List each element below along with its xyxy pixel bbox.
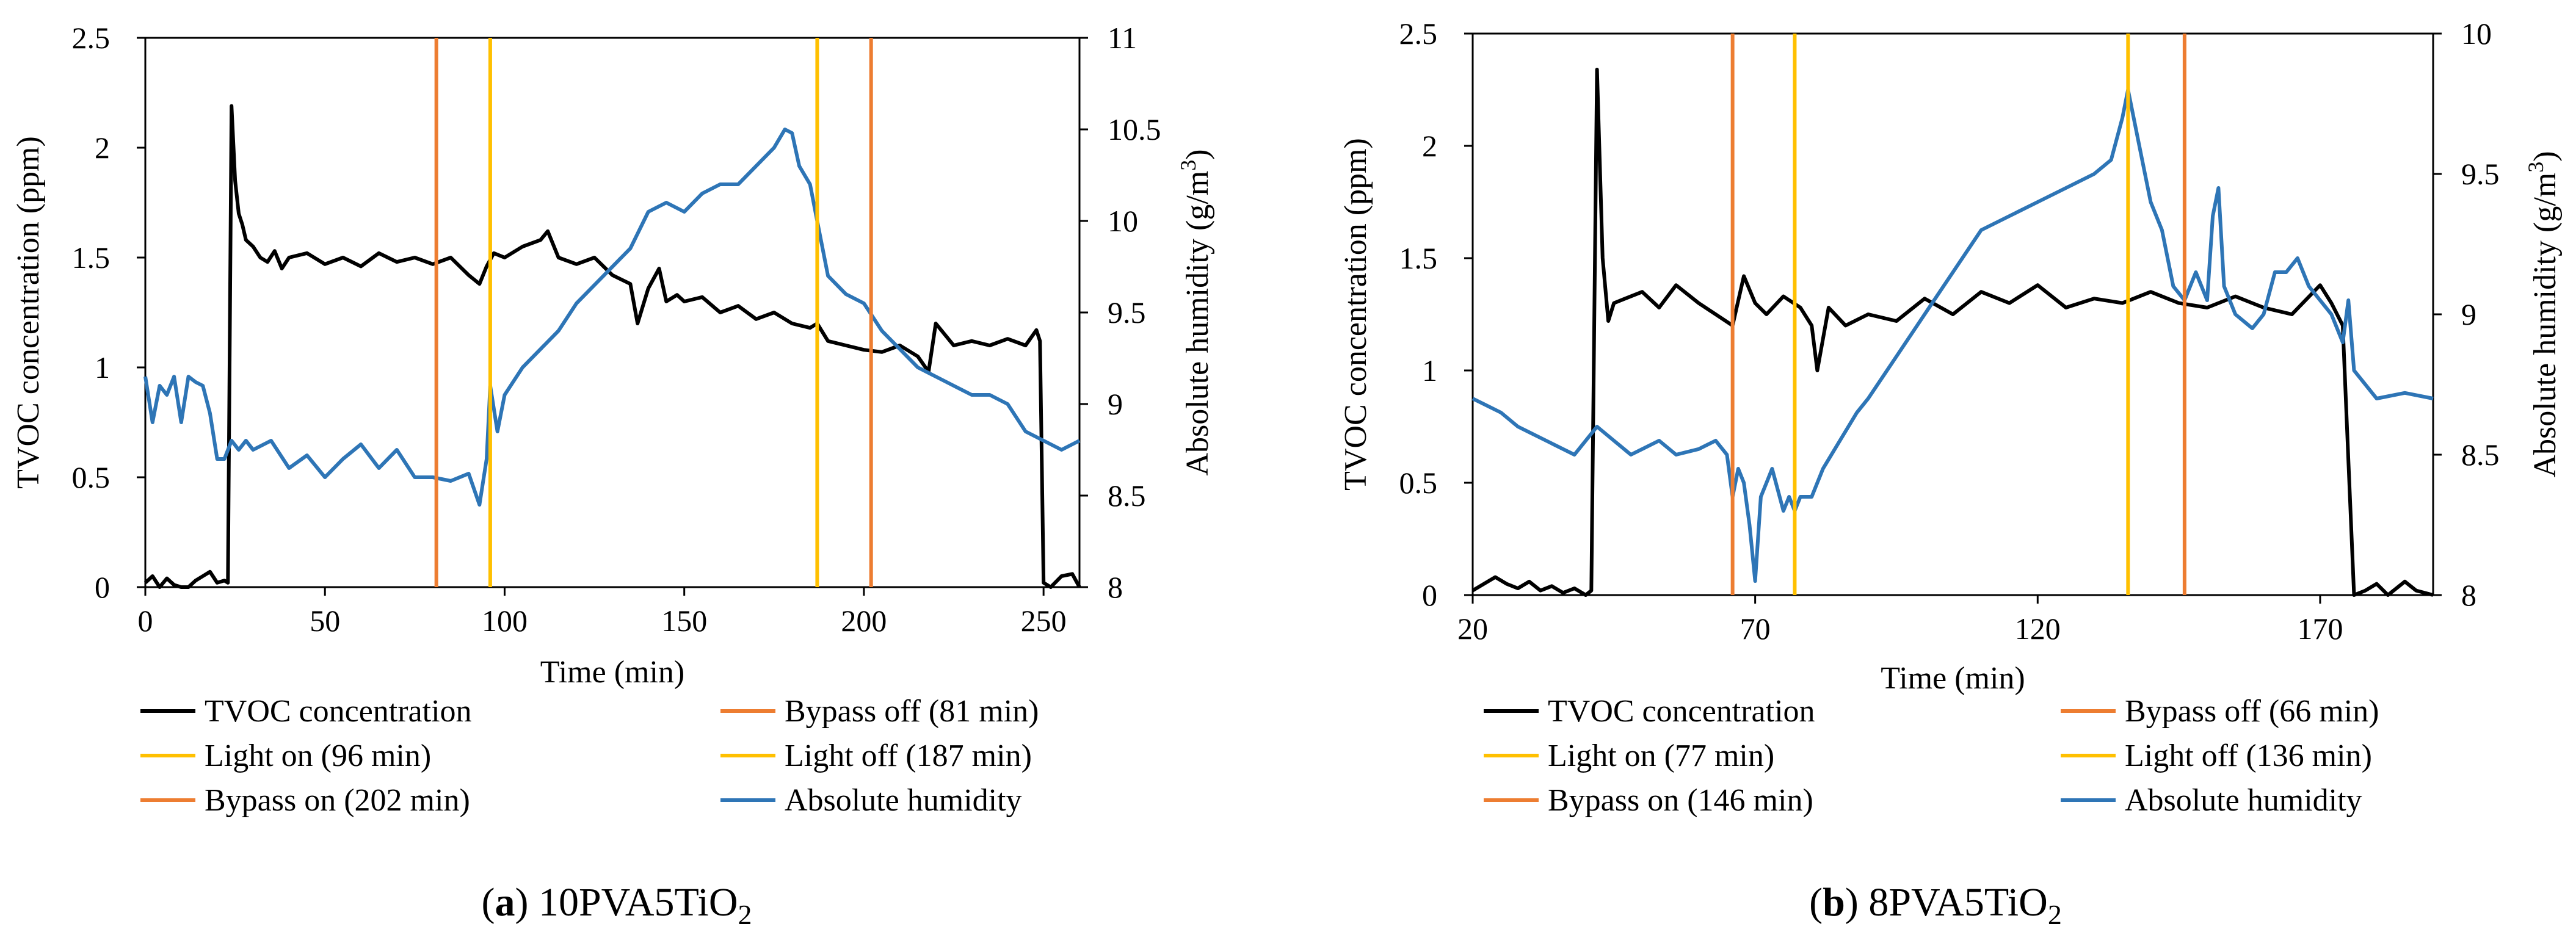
legend-label-b-3: Light off (136 min) (2125, 738, 2372, 773)
y2-tick-label-b: 8 (2461, 578, 2476, 612)
x-tick-label-a: 50 (310, 604, 340, 638)
y-tick-label-a: 1.5 (72, 240, 111, 275)
x-axis-label-a: Time (min) (540, 655, 684, 690)
x-tick-label-b: 120 (2015, 612, 2061, 646)
y2-axis-label-close-a: ) (1180, 149, 1215, 159)
y-tick-label-b: 2.5 (1399, 16, 1438, 51)
x-tick-label-b: 70 (1740, 612, 1771, 646)
y-tick-label-b: 2 (1422, 129, 1437, 163)
y2-tick-label-a: 10 (1108, 204, 1138, 238)
caption-b-letter: b (1823, 880, 1845, 925)
legend-label-b-5: Absolute humidity (2125, 783, 2362, 818)
y-tick-label-b: 0 (1422, 578, 1437, 612)
y2-tick-label-a: 11 (1108, 21, 1137, 55)
legend-label-a-5: Absolute humidity (785, 783, 1022, 818)
y2-tick-label-a: 8 (1108, 570, 1123, 604)
y-tick-label-a: 1 (95, 350, 110, 385)
caption-b: (b) 8PVA5TiO2 (1809, 880, 2062, 930)
legend-label-b-4: Bypass on (146 min) (1548, 783, 1813, 818)
y2-tick-label-a: 9.5 (1108, 295, 1146, 330)
y2-axis-label-b: Absolute humidity (g/m3) (2523, 151, 2563, 477)
x-tick-label-a: 100 (482, 604, 528, 638)
chart-panel-b: 20 70 120 170 0 0.5 1 1.5 2 2.5 8 8.5 9 9.5 10 Time (mi… (1338, 16, 2563, 818)
caption-a-letter: a (495, 880, 515, 925)
y-axis-label-b: TVOC concentration (ppm) (1338, 138, 1373, 491)
y2-tick-label-b: 9.5 (2461, 157, 2500, 191)
x-tick-label-a: 250 (1021, 604, 1067, 638)
y-tick-label-b: 1.5 (1399, 241, 1438, 275)
tvoc-line-b (1471, 67, 2434, 597)
y2-axis-label-sup-a: 3 (1176, 160, 1200, 171)
y2-tick-label-a: 8.5 (1108, 478, 1146, 513)
y-tick-label-a: 0 (95, 570, 110, 604)
y2-axis-label-a: Absolute humidity (g/m3) (1176, 149, 1215, 475)
y2-axis-label-main-a: Absolute humidity (g/m (1180, 171, 1215, 476)
legend-label-a-4: Bypass on (202 min) (205, 783, 470, 818)
humidity-line-b (1471, 88, 2434, 583)
caption-b-text: 8PVA5TiO (1859, 880, 2048, 925)
y-tick-label-b: 0.5 (1399, 466, 1438, 500)
y-tick-label-a: 2.5 (72, 21, 111, 55)
y-axis-label-a: TVOC concentration (ppm) (11, 136, 46, 489)
legend-label-a-0: TVOC concentration (205, 694, 472, 729)
x-tick-label-b: 20 (1457, 612, 1488, 646)
y-tick-label-a: 2 (95, 131, 110, 165)
x-tick-label-a: 150 (661, 604, 707, 638)
y2-tick-label-a: 9 (1108, 387, 1123, 421)
y2-tick-label-b: 10 (2461, 16, 2492, 51)
x-axis-label-b: Time (min) (1881, 661, 2025, 696)
y2-tick-label-b: 8.5 (2461, 438, 2500, 472)
caption-a: (a) 10PVA5TiO2 (482, 880, 752, 930)
caption-a-text: 10PVA5TiO (528, 880, 738, 925)
caption-b-sub: 2 (2048, 899, 2062, 930)
y-tick-label-b: 1 (1422, 353, 1437, 388)
legend-label-a-2: Light on (96 min) (205, 738, 431, 773)
humidity-line-a (143, 128, 1081, 507)
legend-label-b-1: Bypass off (66 min) (2125, 694, 2379, 729)
y2-tick-label-b: 9 (2461, 297, 2476, 331)
legend-label-a-1: Bypass off (81 min) (785, 694, 1039, 729)
y-tick-label-a: 0.5 (72, 460, 111, 494)
plot-frame-a (144, 37, 1081, 588)
y2-axis-label-sup-b: 3 (2523, 162, 2548, 173)
tvoc-line-a (143, 104, 1081, 589)
x-tick-label-a: 0 (138, 604, 153, 638)
caption-a-sub: 2 (738, 899, 752, 930)
legend-label-b-0: TVOC concentration (1548, 694, 1815, 729)
legend-label-b-2: Light on (77 min) (1548, 738, 1774, 773)
y2-tick-label-a: 10.5 (1108, 112, 1161, 146)
y2-axis-label-main-b: Absolute humidity (g/m (2528, 173, 2563, 478)
legend-label-a-3: Light off (187 min) (785, 738, 1032, 773)
x-tick-label-a: 200 (841, 604, 887, 638)
y2-axis-label-close-b: ) (2528, 151, 2563, 161)
chart-panel-a: 0 50 100 150 200 250 0 0.5 1 1.5 2 2.5 8 8.5 9 9.5 10 10.… (11, 21, 1215, 818)
x-tick-label-b: 170 (2297, 612, 2343, 646)
